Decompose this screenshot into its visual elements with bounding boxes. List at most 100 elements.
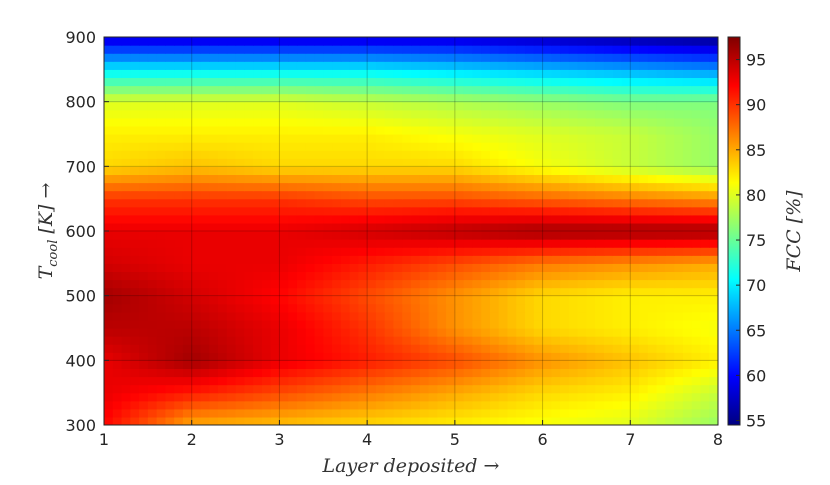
heatmap-cell [560, 150, 570, 159]
heatmap-cell [525, 37, 535, 46]
heatmap-cell [279, 45, 289, 54]
heatmap-cell [209, 206, 219, 216]
heatmap-cell [603, 69, 614, 79]
heatmap-cell [253, 69, 263, 79]
heatmap-cell [674, 45, 684, 54]
heatmap-cell [709, 53, 718, 62]
heatmap-cell [314, 85, 324, 95]
heatmap-cell [454, 360, 465, 370]
heatmap-cell [463, 190, 473, 200]
heatmap-cell [568, 45, 579, 54]
heatmap-cell [586, 182, 596, 192]
heatmap-cell [463, 101, 473, 111]
heatmap-cell [612, 150, 623, 159]
heatmap-cell [226, 408, 237, 418]
heatmap-cell [472, 279, 482, 289]
heatmap-cell [367, 336, 377, 345]
heatmap-cell [586, 239, 596, 248]
heatmap-cell [656, 368, 666, 378]
heatmap-cell [235, 158, 245, 167]
heatmap-cell [411, 134, 421, 143]
heatmap-cell [647, 231, 658, 240]
heatmap-cell [121, 416, 131, 425]
heatmap-cell [551, 117, 561, 127]
heatmap-cell [647, 85, 658, 95]
heatmap-cell [612, 158, 623, 167]
heatmap-cell [235, 271, 245, 281]
heatmap-cell [226, 182, 237, 192]
heatmap-cell [139, 271, 149, 281]
heatmap-cell [200, 158, 210, 167]
heatmap-cell [551, 247, 561, 256]
heatmap-cell [121, 37, 131, 46]
heatmap-cell [367, 231, 377, 240]
heatmap-cell [533, 279, 544, 289]
heatmap-cell [674, 182, 684, 192]
heatmap-cell [507, 158, 517, 167]
heatmap-cell [130, 376, 140, 386]
heatmap-cell [639, 37, 649, 46]
heatmap-cell [647, 311, 658, 321]
heatmap-cell [498, 352, 509, 361]
heatmap-cell [261, 69, 272, 79]
heatmap-cell [419, 384, 430, 394]
heatmap-cell [691, 368, 702, 378]
heatmap-cell [261, 85, 272, 95]
heatmap-cell [156, 69, 166, 79]
heatmap-cell [551, 125, 561, 135]
heatmap-cell [446, 190, 456, 200]
heatmap-cell [533, 255, 544, 264]
heatmap-cell [358, 214, 368, 224]
heatmap-cell [700, 311, 710, 321]
heatmap-cell [314, 336, 324, 345]
heatmap-cell [182, 408, 193, 418]
y-axis-label: Tcool [K] → [35, 183, 61, 280]
heatmap-cell [542, 336, 552, 345]
heatmap-cell [647, 400, 658, 410]
heatmap-cell [709, 125, 718, 135]
heatmap-cell [674, 134, 684, 143]
heatmap-cell [156, 61, 166, 70]
heatmap-cell [340, 125, 351, 135]
heatmap-cell [174, 303, 184, 313]
heatmap-cell [375, 117, 386, 127]
heatmap-cell [112, 400, 123, 410]
heatmap-cell [261, 150, 272, 159]
heatmap-cell [235, 109, 245, 119]
heatmap-cell [279, 319, 289, 329]
heatmap-cell [349, 416, 359, 425]
heatmap-cell [709, 198, 718, 208]
heatmap-cell [647, 255, 658, 264]
heatmap-cell [647, 125, 658, 135]
heatmap-cell [121, 174, 131, 184]
heatmap-cell [279, 279, 289, 289]
heatmap-cell [603, 368, 614, 378]
heatmap-cell [700, 45, 710, 54]
heatmap-cell [261, 344, 272, 353]
heatmap-cell [393, 392, 403, 402]
heatmap-cell [200, 109, 210, 119]
heatmap-cell [419, 344, 430, 353]
heatmap-cell [112, 416, 123, 425]
heatmap-cell [402, 85, 412, 95]
heatmap-cell [525, 53, 535, 62]
heatmap-cell [463, 376, 473, 386]
heatmap-cell [603, 37, 614, 46]
heatmap-cell [349, 295, 359, 305]
heatmap-cell [498, 117, 509, 127]
heatmap-cell [507, 150, 517, 159]
heatmap-cell [656, 222, 666, 232]
heatmap-cell [253, 53, 263, 62]
heatmap-cell [709, 287, 718, 297]
heatmap-cell [375, 53, 386, 62]
heatmap-cell [551, 109, 561, 119]
heatmap-cell [674, 287, 684, 297]
heatmap-cell [139, 368, 149, 378]
heatmap-cell [340, 328, 351, 337]
heatmap-cell [156, 400, 166, 410]
heatmap-cell [577, 384, 588, 394]
heatmap-cell [305, 134, 316, 143]
heatmap-cell [139, 166, 149, 176]
heatmap-cell [446, 117, 456, 127]
heatmap-cell [446, 376, 456, 386]
